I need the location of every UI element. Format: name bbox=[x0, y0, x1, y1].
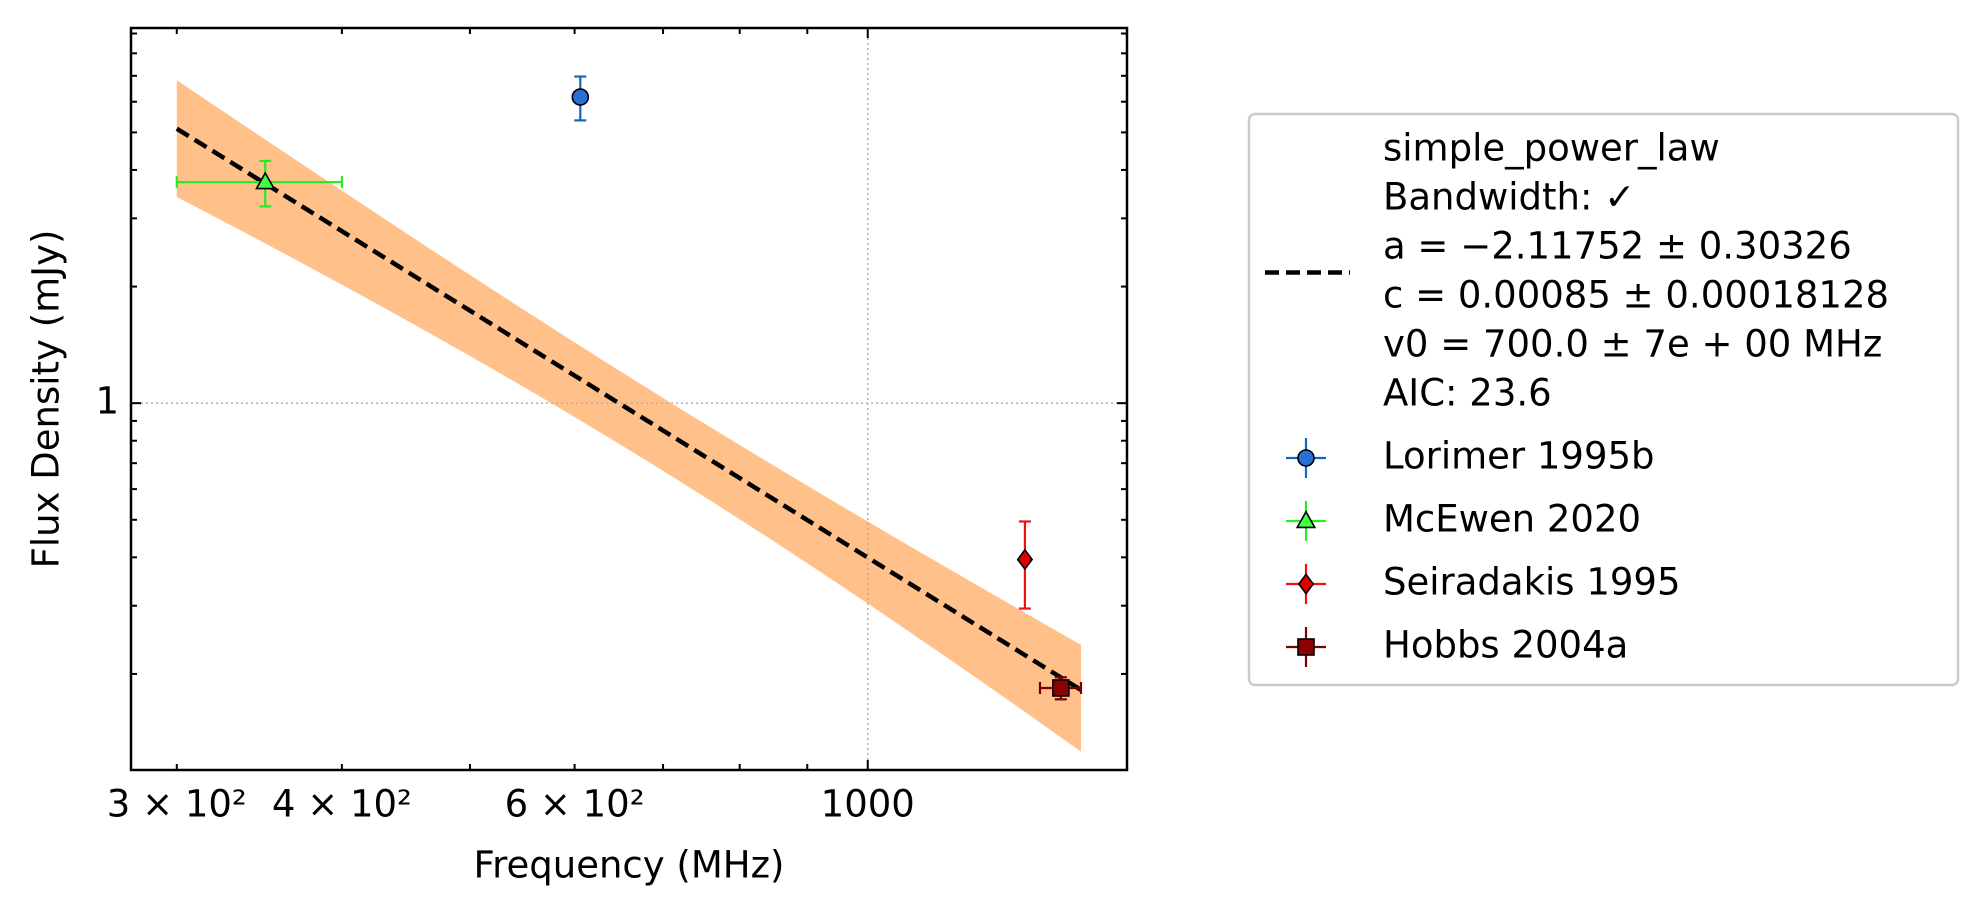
x-tick-label: 1000 bbox=[821, 783, 915, 826]
marker bbox=[571, 88, 590, 106]
legend-label: simple_power_law bbox=[1383, 127, 1720, 170]
legend-label: c = 0.00085 ± 0.00018128 bbox=[1383, 274, 1889, 317]
legend-box bbox=[1247, 112, 1960, 687]
legend-marker bbox=[1295, 510, 1317, 529]
legend-label: a = −2.11752 ± 0.30326 bbox=[1383, 225, 1852, 268]
x-axis-label: Frequency (MHz) bbox=[474, 844, 785, 887]
legend-label: Bandwidth: ✓ bbox=[1383, 176, 1635, 219]
marker bbox=[1052, 679, 1070, 697]
legend-marker bbox=[1297, 573, 1315, 595]
legend-label: Hobbs 2004a bbox=[1383, 624, 1628, 667]
legend-label: Lorimer 1995b bbox=[1383, 435, 1655, 478]
y-axis-label: Flux Density (mJy) bbox=[25, 230, 68, 569]
legend-label: v0 = 700.0 ± 7e + 00 MHz bbox=[1383, 323, 1882, 366]
legend-label: AIC: 23.6 bbox=[1383, 372, 1552, 415]
legend-marker bbox=[1297, 638, 1315, 656]
legend-label: Seiradakis 1995 bbox=[1383, 561, 1680, 604]
x-tick-label: 4 × 10² bbox=[272, 783, 412, 826]
y-tick-label: 1 bbox=[95, 380, 119, 423]
x-tick-label: 3 × 10² bbox=[107, 783, 247, 826]
marker bbox=[255, 171, 276, 190]
x-tick-label: 6 × 10² bbox=[505, 783, 645, 826]
fit-uncertainty-band bbox=[176, 80, 1082, 752]
fit-line bbox=[175, 126, 1083, 692]
legend-label: McEwen 2020 bbox=[1383, 498, 1641, 541]
legend-marker bbox=[1297, 449, 1315, 467]
plot-frame bbox=[129, 26, 1129, 772]
marker bbox=[1016, 548, 1034, 571]
